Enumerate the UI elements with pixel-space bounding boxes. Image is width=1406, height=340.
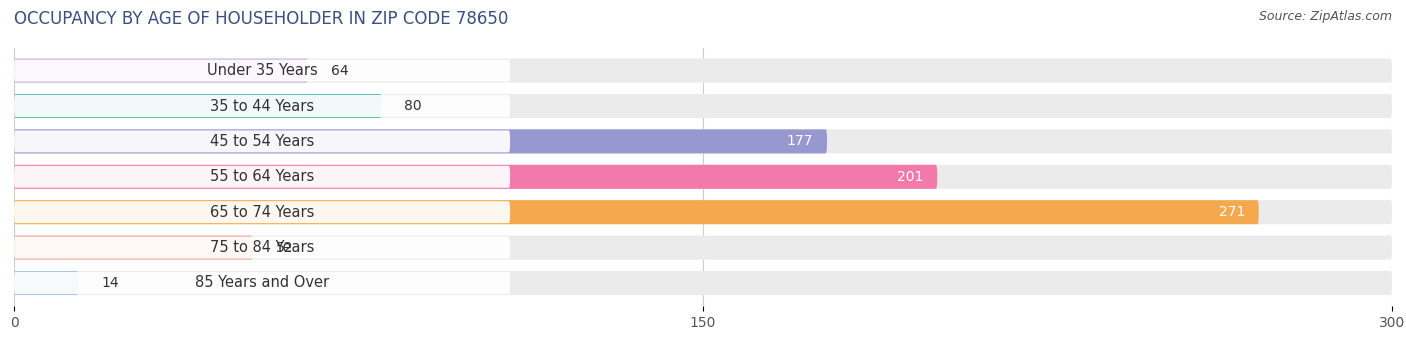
FancyBboxPatch shape	[14, 58, 1392, 83]
FancyBboxPatch shape	[14, 129, 827, 153]
FancyBboxPatch shape	[14, 236, 1392, 260]
Text: 177: 177	[787, 134, 813, 148]
FancyBboxPatch shape	[14, 200, 1392, 224]
Text: 271: 271	[1219, 205, 1244, 219]
FancyBboxPatch shape	[14, 129, 1392, 153]
FancyBboxPatch shape	[14, 237, 510, 258]
FancyBboxPatch shape	[14, 94, 1392, 118]
Text: OCCUPANCY BY AGE OF HOUSEHOLDER IN ZIP CODE 78650: OCCUPANCY BY AGE OF HOUSEHOLDER IN ZIP C…	[14, 10, 509, 28]
FancyBboxPatch shape	[14, 59, 510, 82]
FancyBboxPatch shape	[14, 272, 510, 294]
Text: 85 Years and Over: 85 Years and Over	[195, 275, 329, 290]
FancyBboxPatch shape	[14, 236, 253, 260]
Text: Source: ZipAtlas.com: Source: ZipAtlas.com	[1258, 10, 1392, 23]
FancyBboxPatch shape	[14, 166, 510, 188]
FancyBboxPatch shape	[14, 201, 510, 223]
Text: 64: 64	[330, 64, 349, 78]
Text: Under 35 Years: Under 35 Years	[207, 63, 318, 78]
FancyBboxPatch shape	[14, 271, 1392, 295]
FancyBboxPatch shape	[14, 58, 308, 83]
Text: 75 to 84 Years: 75 to 84 Years	[209, 240, 315, 255]
Text: 201: 201	[897, 170, 924, 184]
FancyBboxPatch shape	[14, 95, 510, 117]
FancyBboxPatch shape	[14, 131, 510, 152]
FancyBboxPatch shape	[14, 94, 381, 118]
Text: 80: 80	[405, 99, 422, 113]
Text: 35 to 44 Years: 35 to 44 Years	[209, 99, 314, 114]
Text: 52: 52	[276, 241, 294, 255]
FancyBboxPatch shape	[14, 271, 79, 295]
FancyBboxPatch shape	[14, 165, 1392, 189]
Text: 14: 14	[101, 276, 120, 290]
Text: 45 to 54 Years: 45 to 54 Years	[209, 134, 314, 149]
FancyBboxPatch shape	[14, 165, 938, 189]
Text: 55 to 64 Years: 55 to 64 Years	[209, 169, 314, 184]
Text: 65 to 74 Years: 65 to 74 Years	[209, 205, 315, 220]
FancyBboxPatch shape	[14, 200, 1258, 224]
